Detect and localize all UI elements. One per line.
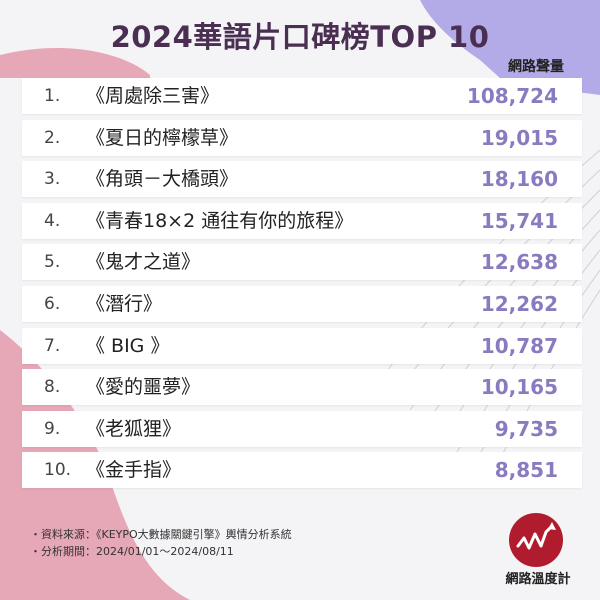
table-row: 2. 《夏日的檸檬草》 19,015 [22, 119, 582, 156]
table-row: 6. 《潛行》 12,262 [22, 285, 582, 322]
trend-line-icon [509, 513, 563, 567]
analysis-period-note: ・分析期間：2024/01/01～2024/08/11 [30, 545, 234, 558]
movie-title: 《鬼才之道》 [86, 251, 201, 274]
volume-value: 18,160 [480, 167, 558, 192]
table-row: 4. 《青春18×2 通往有你的旅程》 15,741 [22, 202, 582, 239]
brand-name: 網路溫度計 [505, 572, 571, 587]
movie-title: 《 BIG 》 [86, 334, 170, 357]
volume-value: 19,015 [480, 125, 558, 150]
table-row: 8. 《愛的噩夢》 10,165 [22, 369, 582, 406]
volume-value: 12,262 [480, 291, 558, 316]
movie-title: 《愛的噩夢》 [86, 376, 201, 399]
movie-title: 《金手指》 [86, 459, 182, 482]
movie-title: 《潛行》 [86, 292, 163, 315]
rank-label: 4. [44, 210, 61, 231]
table-row: 3. 《角頭－大橋頭》 18,160 [22, 161, 582, 198]
page-title: 2024華語片口碑榜TOP 10 [110, 20, 490, 54]
table-row: 1. 《周處除三害》 108,724 [22, 78, 582, 114]
movie-title: 《夏日的檸檬草》 [86, 126, 239, 149]
rank-label: 6. [44, 293, 61, 314]
rank-label: 3. [44, 169, 61, 190]
column-header: 網路聲量 [508, 59, 564, 75]
volume-value: 15,741 [480, 208, 558, 233]
rank-label: 5. [44, 252, 61, 273]
volume-value: 12,638 [480, 250, 558, 275]
rank-label: 2. [44, 127, 61, 148]
table-row: 10. 《金手指》 8,851 [22, 452, 582, 489]
volume-value: 108,724 [466, 84, 558, 108]
movie-title: 《角頭－大橋頭》 [86, 168, 239, 191]
table-row: 9. 《老狐狸》 9,735 [22, 410, 582, 447]
movie-title: 《青春18×2 通往有你的旅程》 [86, 209, 354, 232]
data-source-note: ・資料來源：《KEYPO大數據關鍵引擎》輿情分析系統 [30, 528, 292, 541]
ranking-list: 1. 《周處除三害》 108,724 2. 《夏日的檸檬草》 19,015 3.… [22, 78, 582, 494]
movie-title: 《周處除三害》 [86, 85, 220, 107]
volume-value: 8,851 [494, 458, 558, 483]
volume-value: 10,165 [480, 375, 558, 400]
volume-value: 10,787 [480, 333, 558, 358]
rank-label: 8. [44, 377, 61, 398]
rank-label: 7. [44, 335, 61, 356]
footer-notes: ・資料來源：《KEYPO大數據關鍵引擎》輿情分析系統 ・分析期間：2024/01… [30, 526, 292, 560]
rank-label: 9. [44, 418, 61, 439]
table-row: 5. 《鬼才之道》 12,638 [22, 244, 582, 281]
rank-label: 10. [44, 460, 72, 481]
movie-title: 《老狐狸》 [86, 417, 182, 440]
table-row: 7. 《 BIG 》 10,787 [22, 327, 582, 364]
volume-value: 9,735 [494, 416, 558, 441]
rank-label: 1. [44, 86, 61, 106]
